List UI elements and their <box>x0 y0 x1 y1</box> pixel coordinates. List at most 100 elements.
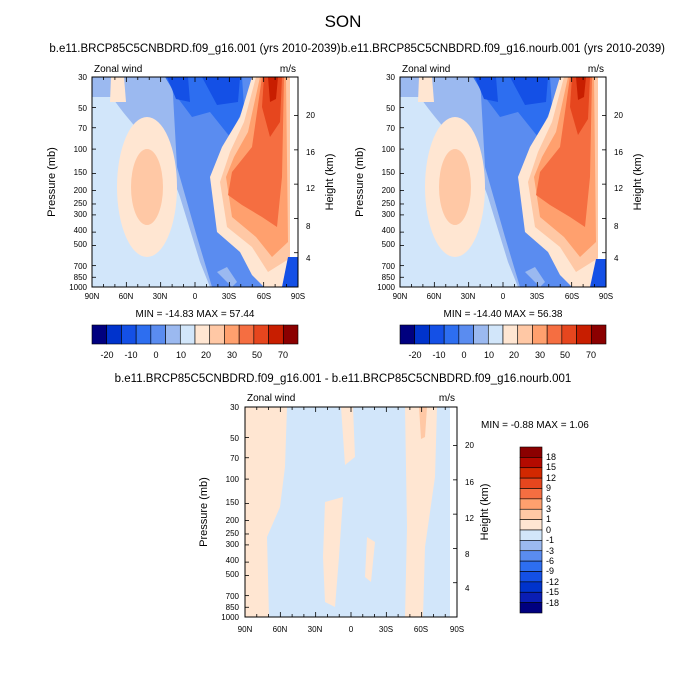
colorbar-cell <box>106 324 122 345</box>
colorbar-cell <box>121 324 137 345</box>
y-tick-label: 30 <box>78 73 87 82</box>
y-tick-label: 400 <box>382 226 396 235</box>
colorbar-cell <box>487 324 504 345</box>
y-tick-label: 850 <box>382 273 396 282</box>
y-tick-label: 30 <box>386 73 395 82</box>
colorbar-cell <box>519 467 543 479</box>
x-tick-label: 90S <box>599 292 613 301</box>
y-tick-label: 250 <box>74 199 88 208</box>
height-tick-label: 12 <box>614 184 623 193</box>
y-tick-label: 150 <box>226 498 240 507</box>
panel-3-colorbar: 18 15 12 9 6 3 1 0 -1 -3 -6 -9 -12 -15 -… <box>519 446 559 614</box>
height-tick-label: 16 <box>465 478 474 487</box>
colorbar-tick-label: 30 <box>227 350 237 360</box>
colorbar-cell <box>253 324 269 345</box>
y-tick-label: 150 <box>74 168 88 177</box>
y-tick-label: 300 <box>382 210 396 219</box>
y-tick-label: 850 <box>226 603 240 612</box>
colorbar-tick-label: 30 <box>535 350 545 360</box>
colorbar-cell <box>519 519 543 531</box>
y-tick-label: 200 <box>74 186 88 195</box>
x-tick-label: 90N <box>393 292 408 301</box>
colorbar-cell <box>576 324 592 345</box>
colorbar-cell <box>519 498 543 510</box>
colorbar-cell <box>519 591 543 603</box>
height-tick-label: 8 <box>465 550 470 559</box>
panel-1-field-label: Zonal wind <box>94 64 142 75</box>
height-tick-label: 4 <box>465 584 470 593</box>
page-title: SON <box>325 12 362 31</box>
x-tick-label: 60N <box>273 625 288 634</box>
y-tick-label: 150 <box>382 168 396 177</box>
y-tick-label: 500 <box>382 240 396 249</box>
height-tick-label: 4 <box>614 254 619 263</box>
panel-3-y-axis: 30 50 70 100 150 200 250 300 400 500 700… <box>221 403 239 622</box>
colorbar-cell <box>519 529 543 541</box>
panel-2-units-label: m/s <box>588 64 604 75</box>
y-tick-label: 100 <box>74 145 88 154</box>
colorbar-cell <box>150 324 166 345</box>
panel-2-height-axis-label: Height (km) <box>632 154 644 211</box>
y-tick-label: 70 <box>386 124 395 133</box>
x-tick-label: 0 <box>193 292 198 301</box>
colorbar-tick-label: 20 <box>509 350 519 360</box>
x-tick-label: 90S <box>291 292 305 301</box>
y-tick-label: 850 <box>74 273 88 282</box>
colorbar-cell <box>238 324 255 345</box>
y-tick-label: 50 <box>78 104 87 113</box>
x-tick-label: 90N <box>85 292 100 301</box>
colorbar-tick-label: -15 <box>546 587 559 597</box>
y-tick-label: 400 <box>74 226 88 235</box>
colorbar-tick-label: 0 <box>153 350 158 360</box>
y-tick-label: 50 <box>230 434 239 443</box>
y-tick-label: 700 <box>74 262 88 271</box>
colorbar-cell <box>414 324 430 345</box>
height-tick-label: 12 <box>465 514 474 523</box>
colorbar-cell <box>546 324 563 345</box>
panel-2-field-label: Zonal wind <box>402 64 450 75</box>
x-tick-label: 30S <box>530 292 544 301</box>
panel-2: b.e11.BRCP85C5CNBDRD.f09_g16.nourb.001 (… <box>341 43 665 360</box>
height-tick-label: 12 <box>306 184 315 193</box>
panel-3-height-axis: 20 16 12 8 4 <box>465 441 474 593</box>
y-tick-label: 250 <box>382 199 396 208</box>
y-tick-label: 100 <box>226 475 240 484</box>
colorbar-tick-label: 10 <box>176 350 186 360</box>
y-tick-label: 400 <box>226 556 240 565</box>
height-tick-label: 20 <box>306 111 315 120</box>
height-tick-label: 20 <box>614 111 623 120</box>
colorbar-cell <box>194 324 211 345</box>
height-tick-label: 16 <box>614 148 623 157</box>
colorbar-cell <box>590 324 607 345</box>
colorbar-tick-label: 1 <box>546 514 551 524</box>
colorbar-cell <box>519 488 543 500</box>
colorbar-tick-label: -12 <box>546 577 559 587</box>
x-tick-label: 60S <box>257 292 271 301</box>
panel-3-x-axis: 90N 60N 30N 0 30S 60S 90S <box>238 625 464 634</box>
colorbar-cell <box>519 560 543 572</box>
colorbar-tick-label: 0 <box>546 525 551 535</box>
panel-3-units-label: m/s <box>439 393 455 404</box>
panel-1-min-max: MIN = -14.83 MAX = 57.44 <box>136 309 255 320</box>
colorbar-cell <box>519 477 543 489</box>
colorbar-tick-label: 9 <box>546 483 551 493</box>
colorbar-tick-label: -9 <box>546 566 554 576</box>
x-tick-label: 30S <box>222 292 236 301</box>
panel-1-colorbar: -20 -10 0 10 20 30 50 70 <box>91 324 299 360</box>
panel-1-x-axis: 90N 60N 30N 0 30S 60S 90S <box>85 292 305 301</box>
colorbar-cell <box>473 324 489 345</box>
x-tick-label: 0 <box>349 625 354 634</box>
height-tick-label: 16 <box>306 148 315 157</box>
colorbar-cell <box>224 324 240 345</box>
colorbar-cell <box>268 324 284 345</box>
y-tick-label: 30 <box>230 403 239 412</box>
y-tick-label: 300 <box>226 540 240 549</box>
panel-1-units-label: m/s <box>280 64 296 75</box>
y-tick-label: 500 <box>74 240 88 249</box>
colorbar-cell <box>519 550 543 562</box>
panel-2-colorbar: -20 -10 0 10 20 30 50 70 <box>399 324 607 360</box>
colorbar-cell <box>179 324 196 345</box>
height-tick-label: 8 <box>306 222 311 231</box>
panel-3-height-axis-label: Height (km) <box>479 484 491 541</box>
